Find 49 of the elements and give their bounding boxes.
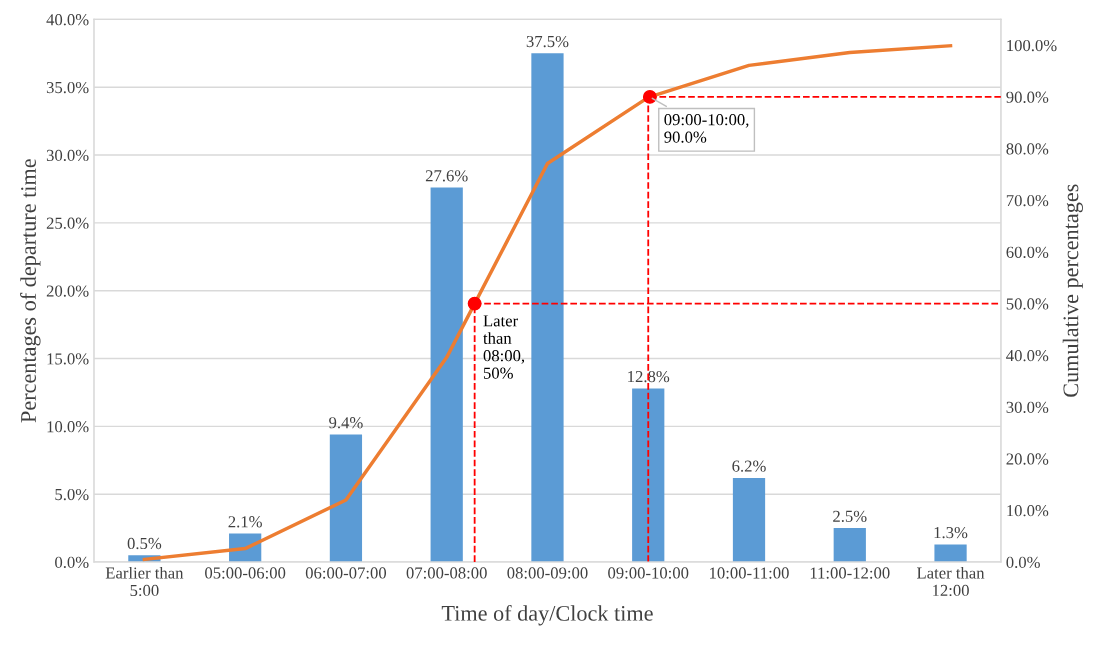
y-tick-label: 35.0% bbox=[46, 81, 89, 94]
y-tick-label: 10.0% bbox=[47, 421, 89, 433]
bar bbox=[934, 544, 967, 563]
bar bbox=[531, 53, 564, 563]
y2-tick-label: 40.0% bbox=[1006, 350, 1049, 362]
y-tick-label: 15.0% bbox=[47, 353, 89, 365]
y-tick-label: 40.0% bbox=[46, 14, 89, 26]
x-tick-label: Later than 12:00 bbox=[917, 566, 985, 597]
data-label: 1.3% bbox=[934, 526, 968, 539]
x-tick-label: 11:00-12:00 bbox=[810, 567, 890, 579]
y-tick-label: 5.0% bbox=[55, 488, 89, 501]
y2-tick-label: 10.0% bbox=[1007, 505, 1049, 517]
y2-tick-label: 70.0% bbox=[1006, 194, 1049, 207]
y-axis-title: Percentages of departure time bbox=[20, 159, 41, 423]
y2-tick-label: 20.0% bbox=[1006, 453, 1049, 465]
x-tick-label: 08:00-09:00 bbox=[507, 567, 588, 579]
data-label: 2.5% bbox=[833, 510, 867, 523]
data-label: 0.5% bbox=[127, 537, 162, 550]
y-tick-label: 25.0% bbox=[46, 217, 89, 229]
x-tick-label: 07:00-08:00 bbox=[406, 567, 487, 579]
bar bbox=[632, 388, 665, 563]
data-label: 37.5% bbox=[526, 35, 569, 48]
legend-label: Later than 08:00, 50% bbox=[483, 315, 525, 379]
y2-tick-label: 50.0% bbox=[1006, 298, 1049, 310]
y2-tick-label: 60.0% bbox=[1006, 246, 1049, 258]
x-tick-label: 10:00-11:00 bbox=[710, 567, 789, 579]
bar bbox=[732, 477, 766, 563]
y-tick-label: 0.0% bbox=[55, 556, 89, 569]
x-tick-label: 06:00-07:00 bbox=[305, 567, 387, 579]
y2-tick-label: 100.0% bbox=[1007, 39, 1057, 52]
x-axis-title: Time of day/Clock time bbox=[441, 604, 653, 626]
y2-tick-label: 30.0% bbox=[1006, 401, 1049, 413]
data-label: 2.1% bbox=[228, 516, 262, 528]
x-tick-label: 05:00-06:00 bbox=[205, 567, 286, 579]
y2-tick-label: 0.0% bbox=[1006, 556, 1040, 569]
data-label: 6.2% bbox=[732, 460, 766, 472]
y2-tick-label: 80.0% bbox=[1006, 143, 1049, 155]
y-tick-label: 30.0% bbox=[46, 149, 89, 162]
x-tick-label: Earlier than 5:00 bbox=[105, 566, 184, 597]
ref-line-label: 09:00-10:00, 90.0% bbox=[664, 114, 749, 143]
x-tick-label: 09:00-10:00 bbox=[608, 567, 689, 579]
y2-axis-title: Cumulative percentages bbox=[1062, 184, 1083, 397]
bar bbox=[430, 187, 463, 563]
y2-tick-label: 90.0% bbox=[1006, 91, 1049, 103]
y-tick-label: 20.0% bbox=[46, 285, 89, 297]
bar bbox=[833, 528, 866, 563]
bar bbox=[329, 434, 363, 563]
data-label: 9.4% bbox=[329, 417, 363, 429]
data-label: 27.6% bbox=[425, 170, 468, 182]
